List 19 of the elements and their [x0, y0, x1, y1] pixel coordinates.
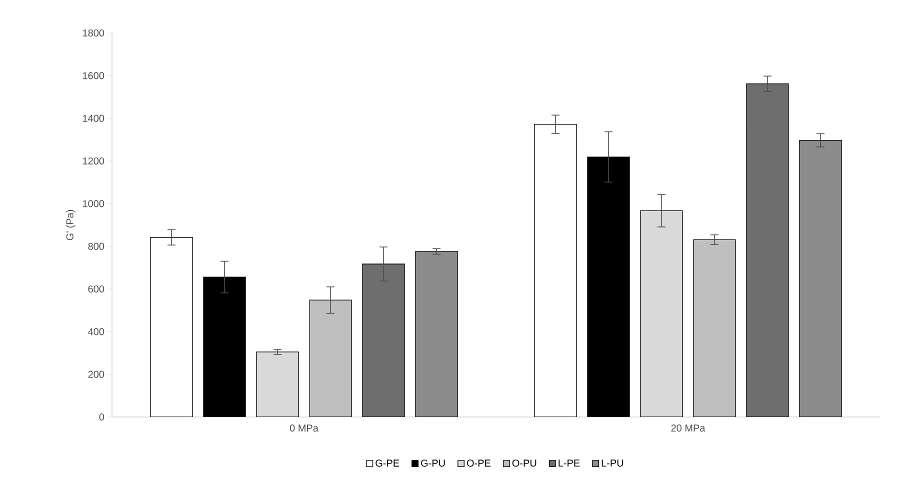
- x-tick-label: 0 MPa: [290, 424, 318, 432]
- legend-label: L-PE: [558, 460, 580, 467]
- legend-label: O-PE: [466, 460, 491, 467]
- y-tick-label: 1000: [83, 200, 104, 208]
- y-tick-label: 1600: [83, 72, 104, 80]
- y-tick-label: 0: [99, 413, 104, 421]
- y-tick-label: 400: [88, 328, 104, 336]
- x-tick-label: 20 MPa: [671, 424, 706, 432]
- y-tick-label: 1400: [83, 114, 104, 122]
- legend-label: G-PE: [376, 460, 400, 467]
- y-tick-label: 800: [88, 242, 104, 250]
- legend-label: G-PU: [421, 460, 445, 467]
- y-tick-label: 200: [88, 370, 104, 378]
- y-tick-label: 600: [88, 285, 104, 293]
- y-axis-title: G' (Pa): [66, 210, 76, 240]
- y-tick-label: 1200: [83, 157, 104, 165]
- y-tick-label: 1800: [83, 29, 104, 37]
- legend-label: O-PU: [512, 460, 536, 467]
- legend-label: L-PU: [602, 460, 624, 467]
